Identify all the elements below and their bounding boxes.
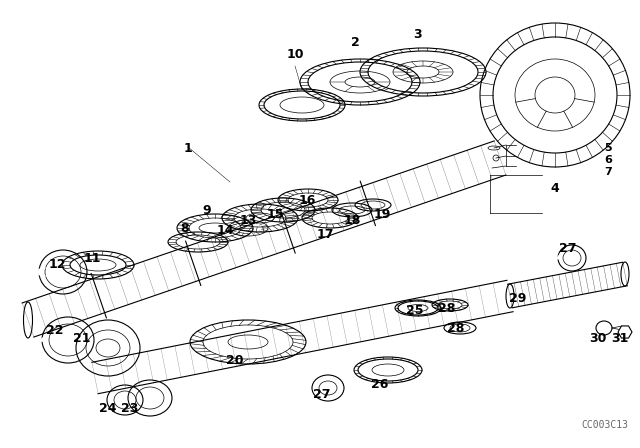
Ellipse shape [506,284,514,308]
Text: 17: 17 [316,228,333,241]
Text: 3: 3 [413,29,422,42]
Text: 25: 25 [406,303,424,316]
Text: 13: 13 [239,214,257,227]
Text: 1: 1 [184,142,193,155]
Text: 12: 12 [48,258,66,271]
Text: 27: 27 [313,388,331,401]
Text: 11: 11 [83,251,100,264]
Text: 16: 16 [298,194,316,207]
Text: 24: 24 [99,401,116,414]
Text: 28: 28 [438,302,456,314]
Polygon shape [22,141,506,337]
Text: 14: 14 [216,224,234,237]
Text: 18: 18 [343,214,361,227]
Text: 19: 19 [373,208,390,221]
Text: 20: 20 [227,353,244,366]
Text: CC003C13: CC003C13 [581,420,628,430]
Ellipse shape [621,262,629,286]
Text: 21: 21 [73,332,91,345]
Text: 28: 28 [447,322,465,335]
Text: 7: 7 [604,167,612,177]
Polygon shape [92,280,513,394]
Text: 31: 31 [611,332,628,345]
Text: 26: 26 [371,379,388,392]
Text: 8: 8 [180,221,189,234]
Text: 5: 5 [604,143,612,153]
Text: 22: 22 [46,323,64,336]
Text: 15: 15 [266,208,284,221]
Text: 10: 10 [286,48,304,61]
Text: 2: 2 [351,36,360,49]
Text: 4: 4 [550,181,559,194]
Text: 30: 30 [589,332,607,345]
Polygon shape [618,326,632,338]
Polygon shape [508,262,627,308]
Text: 23: 23 [122,401,139,414]
Text: 29: 29 [509,292,527,305]
Ellipse shape [24,302,33,338]
Text: 27: 27 [559,241,577,254]
Text: 6: 6 [604,155,612,165]
Text: 9: 9 [203,203,211,216]
